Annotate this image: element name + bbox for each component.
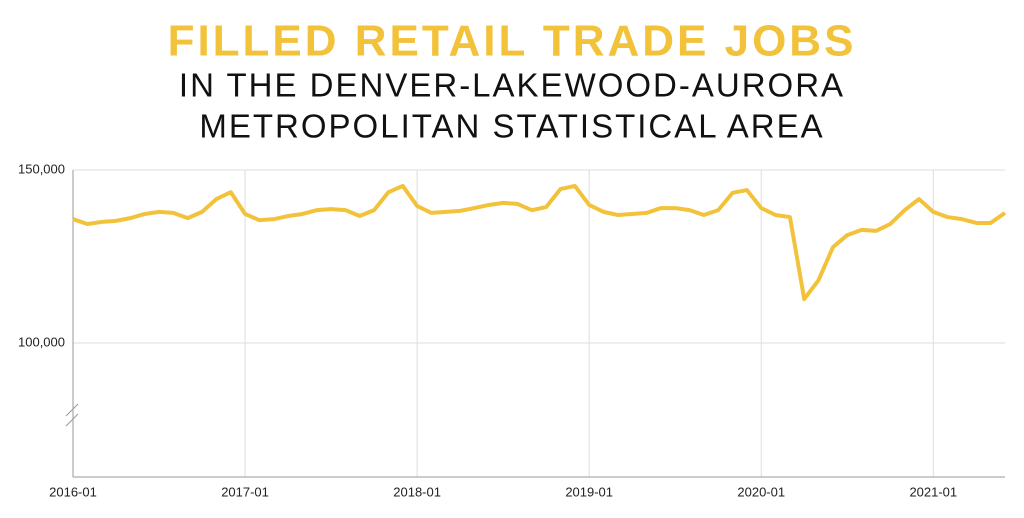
chart-subtitle: METROPOLITAN STATISTICAL AREA — [199, 108, 824, 145]
x-tick-label: 2021-01 — [909, 484, 957, 499]
line-series — [72, 183, 1007, 302]
y-tick-label: 150,000 — [18, 161, 65, 176]
chart-title: FILLED RETAIL TRADE JOBS — [168, 17, 857, 66]
x-tick-label: 2020-01 — [737, 484, 785, 499]
x-tick-label: 2017-01 — [221, 484, 269, 499]
chart-subtitle: IN THE DENVER-LAKEWOOD-AURORA — [179, 67, 845, 104]
x-tick-label: 2018-01 — [393, 484, 441, 499]
y-tick-label: 100,000 — [18, 334, 65, 349]
axis-break — [65, 403, 79, 427]
x-tick-label: 2016-01 — [49, 484, 97, 499]
x-tick-label: 2019-01 — [565, 484, 613, 499]
